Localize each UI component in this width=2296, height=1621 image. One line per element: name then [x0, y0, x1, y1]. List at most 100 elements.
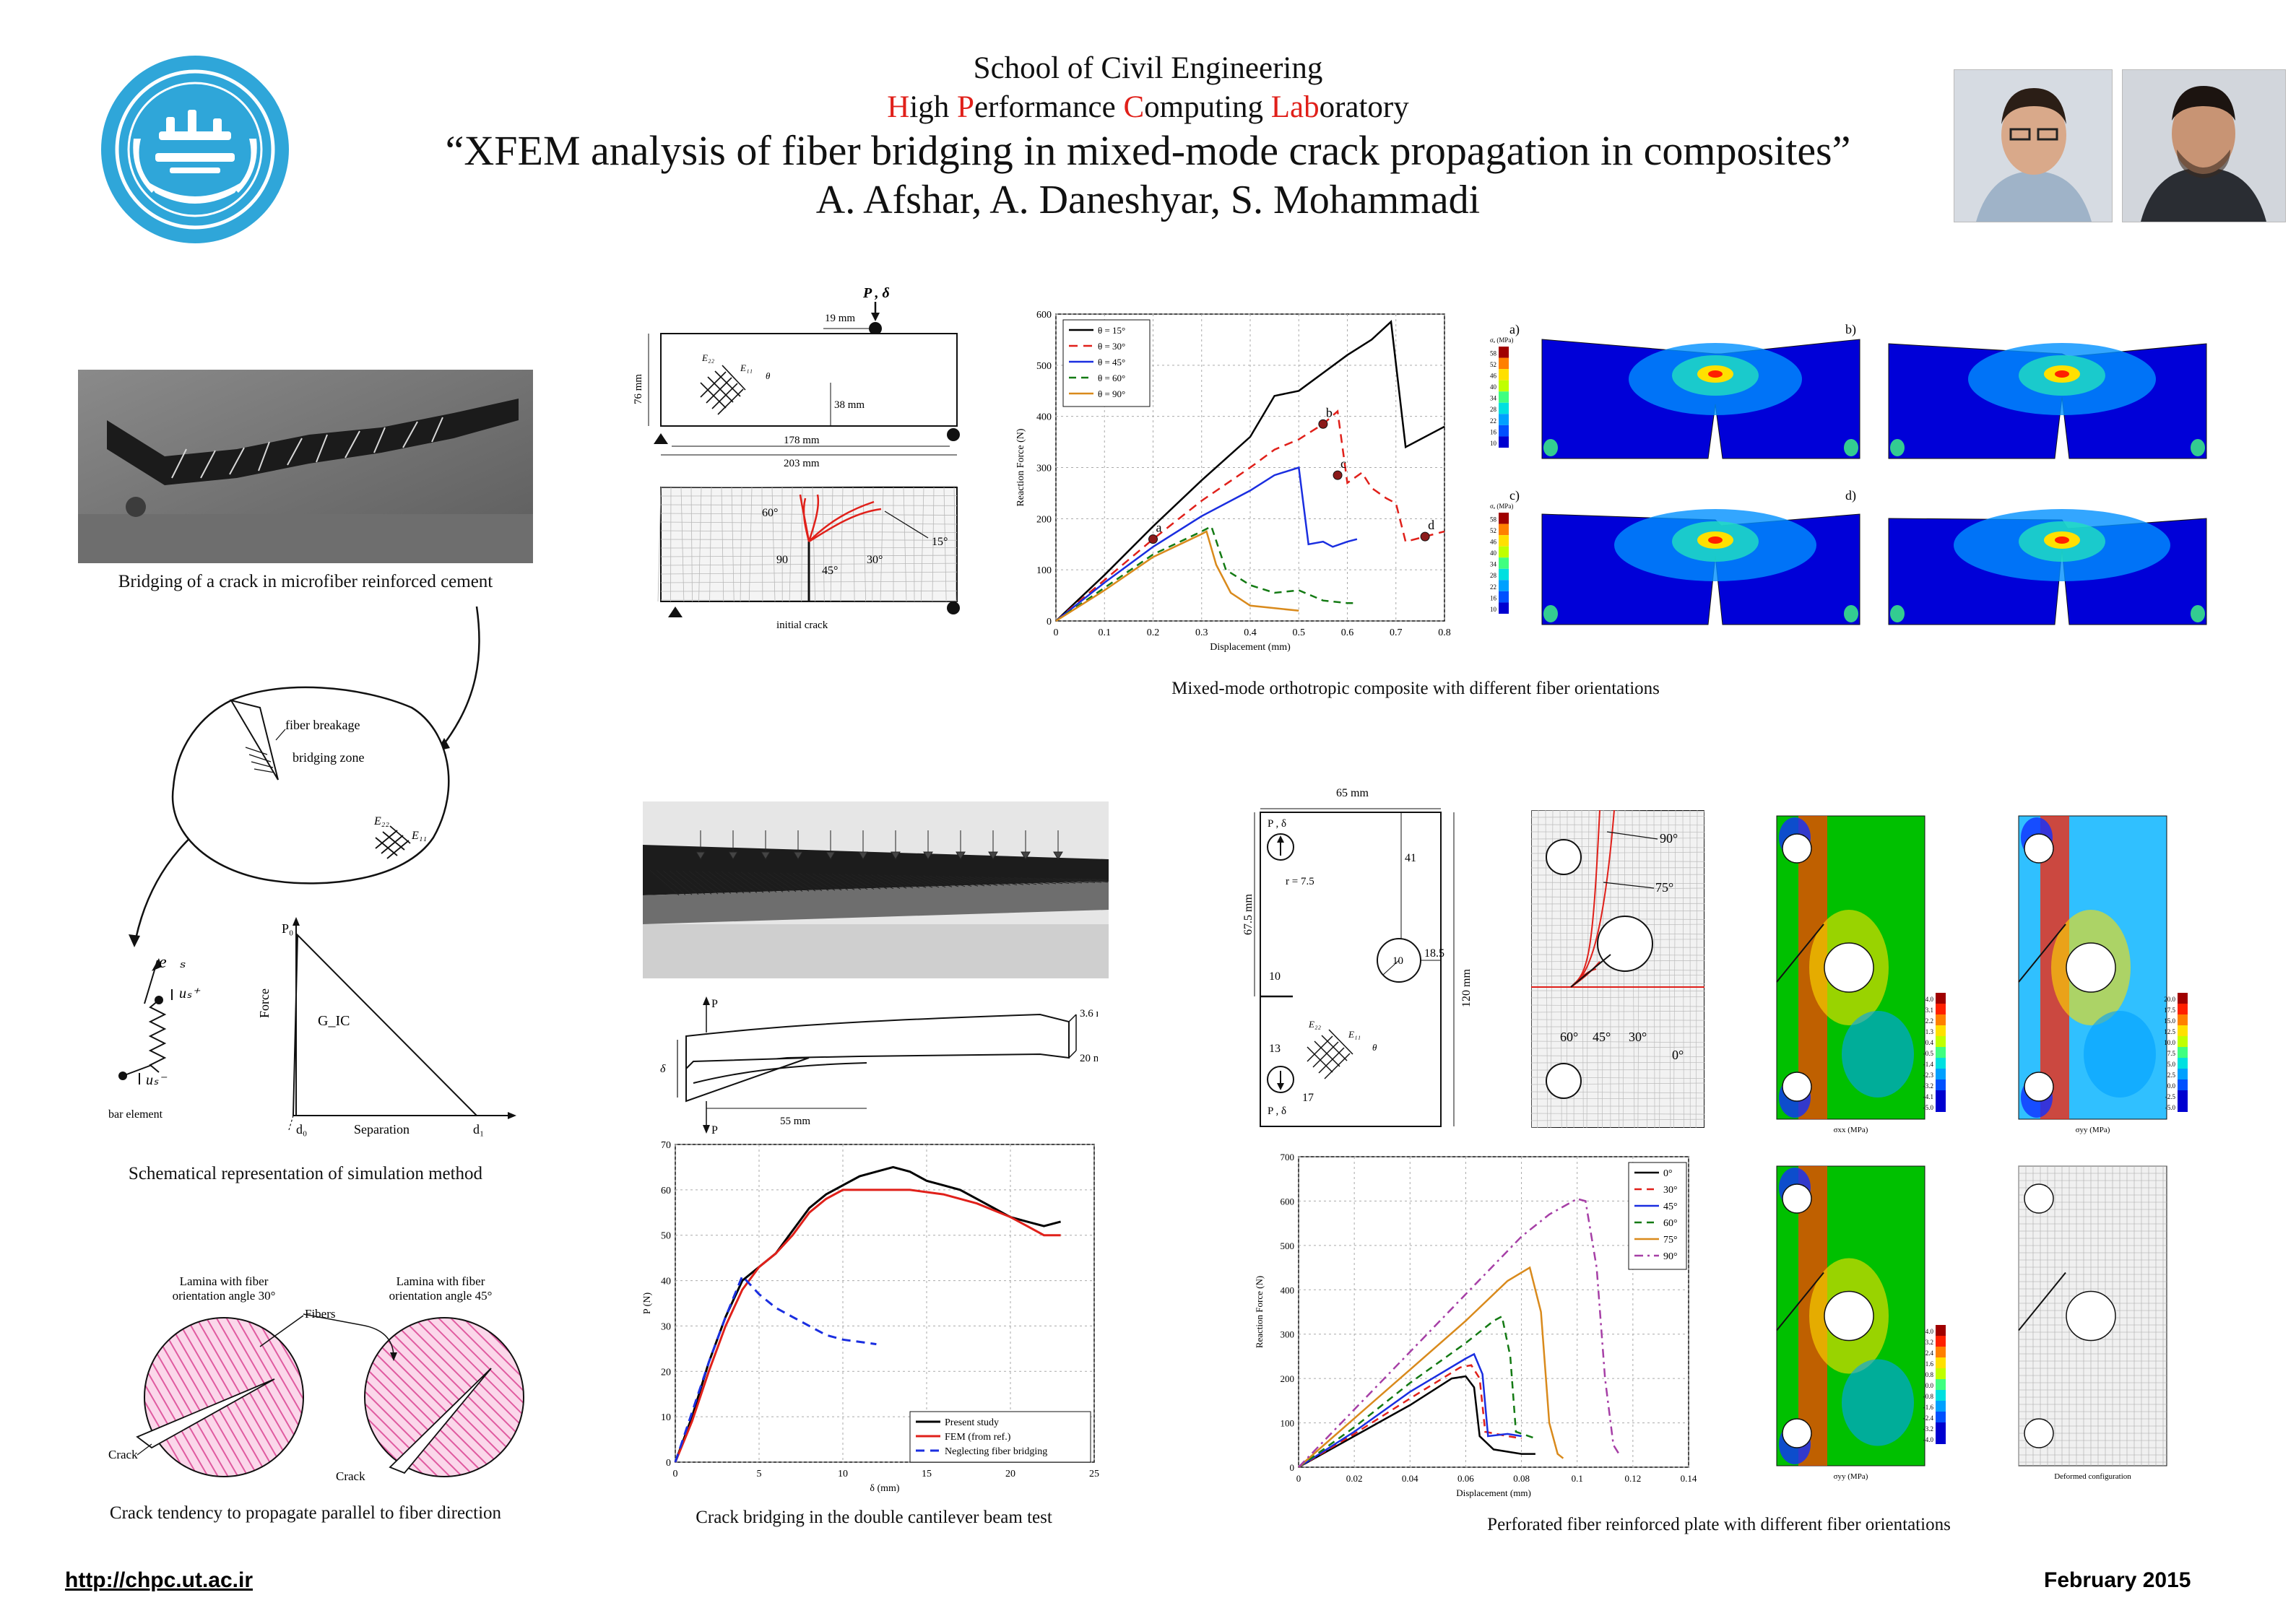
dcb-dim-20: 20 mm [1080, 1053, 1098, 1064]
plate-geometry: 65 mm 67.5 mm 120 mm P , δ r = 7.5 41 10… [1242, 787, 1473, 1127]
colorbar-cell [2178, 993, 2188, 1004]
beam-load-label: P , δ [862, 285, 890, 301]
colorbar-cell [1499, 391, 1509, 403]
y-tick-label: 20 [661, 1367, 671, 1378]
school-name: School of Civil Engineering [973, 51, 1323, 85]
colorbar-label: σₑ (MPa) [1490, 503, 1513, 510]
dcb-dim-36: 3.6 mm [1080, 1008, 1098, 1020]
colorbar-tick: 10.0 [2164, 1039, 2175, 1046]
beam-angle-45: 45° [822, 565, 838, 577]
colorbar-tick: 10 [1490, 440, 1497, 447]
colorbar-cell [1499, 602, 1509, 614]
lamina30-circle [144, 1317, 304, 1477]
plate-angle-45: 45° [1593, 1030, 1611, 1044]
colorbar-tick: -2.4 [1923, 1414, 1934, 1422]
legend-label: θ = 45° [1098, 357, 1125, 368]
colorbar-cell [1936, 1004, 1946, 1014]
colorbar-tick: 2.5 [2167, 1072, 2176, 1079]
colorbar-cell [1936, 1058, 1946, 1069]
colorbar-cell [1499, 414, 1509, 425]
authors: A. Afshar, A. Daneshyar, S. Mohammadi [815, 178, 1481, 222]
series-line-0 [674, 1165, 1061, 1463]
colorbar-tick: 20.0 [2164, 996, 2175, 1003]
colorbar-cell [1936, 1347, 1946, 1357]
colorbar-cell [1499, 513, 1509, 524]
x-tick-label: 0.6 [1341, 627, 1354, 638]
plate-contour-plots: σxx (MPa) 4.0 3.1 2.2 1.3 0.4 -0.5 -1.4 -2.3 -3.2… [1776, 815, 2188, 1481]
lamina-diagram: Lamina with fiber orientation angle 30° … [108, 1274, 524, 1483]
colorbar-cell [1936, 1325, 1946, 1336]
e22-label: E₂₂ [373, 815, 389, 827]
colorbar-cell [2178, 1036, 2188, 1047]
gic-label: G_IC [318, 1013, 350, 1029]
y-axis-label: P (N) [642, 1292, 653, 1315]
colorbar-tick: 52 [1490, 361, 1496, 368]
colorbar-tick: 22 [1490, 583, 1496, 591]
plate-theta: θ [1372, 1042, 1377, 1053]
y-tick-label: 400 [1281, 1285, 1295, 1295]
legend-label: θ = 90° [1098, 388, 1125, 399]
y-tick-label: 300 [1036, 464, 1052, 474]
colorbar-tick: 5.0 [2167, 1061, 2176, 1068]
dcb-dim-55: 55 mm [780, 1116, 810, 1127]
force-axis-label: Force [257, 988, 272, 1018]
contour-panel-label: c) [1509, 488, 1520, 503]
colorbar-tick: 46 [1490, 539, 1497, 546]
beam-theta: θ [766, 370, 771, 381]
colorbar-cell [2178, 1058, 2188, 1069]
colorbar-tick: 3.2 [1925, 1339, 1933, 1346]
series-line-2 [1298, 1352, 1522, 1469]
colorbar-cell [2178, 1047, 2188, 1058]
colorbar-tick: -5.0 [1923, 1104, 1934, 1111]
y-tick-label: 200 [1281, 1373, 1295, 1384]
colorbar-cell [2178, 1101, 2188, 1112]
y-tick-label: 700 [1281, 1152, 1295, 1162]
author-photo-1 [1954, 69, 2113, 222]
colorbar-tick: 1.6 [1925, 1360, 1934, 1368]
colorbar-tick: 3.1 [1925, 1007, 1933, 1014]
colorbar-tick: 40 [1490, 383, 1497, 391]
x-tick-label: 0.7 [1390, 627, 1403, 638]
point-marker-b [1318, 419, 1328, 429]
colorbar-cell [1499, 425, 1509, 437]
series-line-1 [1055, 409, 1445, 622]
plate-dim-185: 18.5 [1424, 947, 1444, 960]
beam-fiber-grid [700, 365, 746, 415]
series-line-5 [1298, 1198, 1620, 1468]
y-tick-label: 50 [661, 1231, 671, 1242]
colorbar-cell [1936, 1025, 1946, 1036]
x-axis-label: Displacement (mm) [1210, 642, 1291, 653]
legend-label: θ = 30° [1098, 341, 1125, 352]
plate-radius: r = 7.5 [1286, 876, 1314, 887]
beam-e22: E₂₂ [701, 352, 714, 363]
point-label-c: c [1340, 456, 1346, 471]
bridging-zone-label: bridging zone [293, 750, 364, 765]
colorbar-tick: -1.4 [1923, 1061, 1934, 1068]
x-tick-label: 10 [838, 1469, 848, 1479]
d1-label: d₁ [473, 1122, 484, 1137]
x-tick-label: 0.4 [1244, 627, 1257, 638]
x-axis-label: δ (mm) [870, 1483, 900, 1494]
colorbar-tick: -2.5 [2165, 1093, 2176, 1100]
colorbar-tick: 1.3 [1925, 1028, 1934, 1035]
beam-geometry-diagram: P , δ 19 mm 76 mm 38 mm E₂₂ E₁₁ θ 178 mm… [633, 285, 960, 631]
author-photo-2 [2122, 69, 2286, 222]
crack-label-45: Crack [336, 1469, 365, 1483]
footer-url[interactable]: http://chpc.ut.ac.ir [65, 1568, 254, 1592]
colorbar-cell [2178, 1025, 2188, 1036]
beam-angle-30: 30° [867, 554, 883, 566]
dim-203mm: 203 mm [784, 458, 820, 469]
x-tick-label: 0.12 [1624, 1473, 1641, 1484]
colorbar-cell [1499, 523, 1509, 536]
colorbar-tick: 58 [1490, 349, 1497, 357]
footer-date: February 2015 [2044, 1568, 2191, 1592]
colorbar-tick: 40 [1490, 549, 1497, 557]
dim-19mm: 19 mm [825, 313, 855, 324]
x-tick-label: 0.14 [1681, 1473, 1697, 1484]
plate-angle-90: 90° [1660, 831, 1678, 846]
dcb-p-bottom: P [711, 1124, 718, 1137]
colorbar-tick: 10 [1490, 606, 1497, 613]
colorbar-cell [1499, 402, 1509, 414]
colorbar-cell [1936, 1401, 1946, 1412]
colorbar-tick: -0.5 [1923, 1050, 1934, 1057]
